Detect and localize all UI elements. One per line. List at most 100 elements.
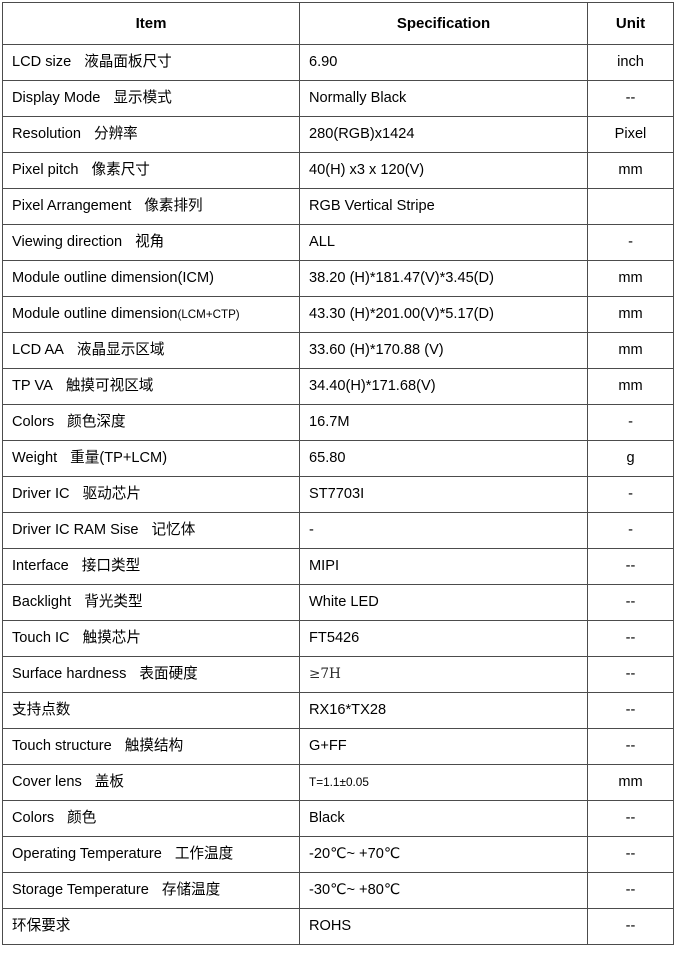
specification-value: 38.20 (H)*181.47(V)*3.45(D) bbox=[309, 270, 494, 287]
specification-value: ALL bbox=[309, 234, 335, 251]
cell-unit: -- bbox=[587, 692, 674, 729]
cell-specification: 43.30 (H)*201.00(V)*5.17(D) bbox=[299, 296, 588, 333]
item-label-cn: 液晶面板尺寸 bbox=[84, 54, 172, 71]
specification-value: 34.40(H)*171.68(V) bbox=[309, 378, 436, 395]
item-label-en: LCD size bbox=[12, 54, 72, 71]
item-label-cn: 支持点数 bbox=[12, 702, 71, 719]
specification-value: 6.90 bbox=[309, 54, 338, 71]
column-header-specification: Specification bbox=[299, 2, 588, 45]
item-label-cn: 盖板 bbox=[94, 774, 124, 791]
table-row: LCD size 液晶面板尺寸 6.90 inch bbox=[2, 44, 674, 81]
table-row: Colors 颜色 Black -- bbox=[2, 800, 674, 837]
cell-unit: -- bbox=[587, 836, 674, 873]
specification-value: G+FF bbox=[309, 738, 347, 755]
table-row: 支持点数 RX16*TX28 -- bbox=[2, 692, 674, 729]
specification-value: MIPI bbox=[309, 558, 339, 575]
cell-unit bbox=[587, 188, 674, 225]
item-label-en: Touch structure bbox=[12, 738, 112, 755]
item-label-cn: 颜色 bbox=[67, 810, 97, 827]
item-label-en: Viewing direction bbox=[12, 234, 123, 251]
table-row: Surface hardness 表面硬度 ≥7H -- bbox=[2, 656, 674, 693]
cell-unit: -- bbox=[587, 80, 674, 117]
cell-unit: -- bbox=[587, 872, 674, 909]
item-label-en: TP VA bbox=[12, 378, 53, 395]
item-label-en: Surface hardness bbox=[12, 666, 127, 683]
item-label-en: LCD AA bbox=[12, 342, 64, 359]
cell-unit: g bbox=[587, 440, 674, 477]
item-label-en: Backlight bbox=[12, 594, 72, 611]
specification-value: Black bbox=[309, 810, 345, 827]
specification-value: Normally Black bbox=[309, 90, 407, 107]
specification-value: T=1.1±0.05 bbox=[309, 775, 369, 790]
cell-item: 环保要求 bbox=[2, 908, 300, 945]
table-row: TP VA 触摸可视区域 34.40(H)*171.68(V) mm bbox=[2, 368, 674, 405]
cell-specification: 40(H) x3 x 120(V) bbox=[299, 152, 588, 189]
cell-unit: mm bbox=[587, 764, 674, 801]
cell-item: Driver IC RAM Sise 记忆体 bbox=[2, 512, 300, 549]
cell-item: Module outline dimension(ICM) bbox=[2, 260, 300, 297]
cell-unit: -- bbox=[587, 656, 674, 693]
table-row: Operating Temperature 工作温度 -20℃~ +70℃ -- bbox=[2, 836, 674, 873]
item-label-en: Pixel Arrangement bbox=[12, 198, 132, 215]
cell-unit: Pixel bbox=[587, 116, 674, 153]
table-row: Interface 接口类型 MIPI -- bbox=[2, 548, 674, 585]
specification-value: -20℃~ +70℃ bbox=[309, 846, 401, 863]
table-row: Driver IC 驱动芯片 ST7703I - bbox=[2, 476, 674, 513]
table-row: Storage Temperature 存储温度 -30℃~ +80℃ -- bbox=[2, 872, 674, 909]
item-label-cn: 液晶显示区域 bbox=[76, 342, 165, 359]
cell-item: Surface hardness 表面硬度 bbox=[2, 656, 300, 693]
cell-unit: -- bbox=[587, 620, 674, 657]
cell-unit: mm bbox=[587, 296, 674, 333]
item-label-en: Interface bbox=[12, 558, 69, 575]
specification-value: 65.80 bbox=[309, 450, 346, 467]
cell-specification: RGB Vertical Stripe bbox=[299, 188, 588, 225]
item-label-cn: 触摸结构 bbox=[124, 738, 184, 755]
table-row: Colors 颜色深度 16.7M - bbox=[2, 404, 674, 441]
cell-specification: ALL bbox=[299, 224, 588, 261]
specification-value: 43.30 (H)*201.00(V)*5.17(D) bbox=[309, 306, 494, 323]
item-label-en: Colors bbox=[12, 414, 55, 431]
cell-specification: RX16*TX28 bbox=[299, 692, 588, 729]
specification-table: Item Specification Unit LCD size 液晶面板尺寸 6.… bbox=[2, 2, 674, 945]
cell-item: LCD AA 液晶显示区域 bbox=[2, 332, 300, 369]
cell-specification: 16.7M bbox=[299, 404, 588, 441]
cell-specification: - bbox=[299, 512, 588, 549]
specification-value: 33.60 (H)*170.88 (V) bbox=[309, 342, 444, 359]
cell-unit: mm bbox=[587, 260, 674, 297]
specification-value: FT5426 bbox=[309, 630, 360, 647]
specification-value: 280(RGB)x1424 bbox=[309, 126, 415, 143]
cell-specification: -30℃~ +80℃ bbox=[299, 872, 588, 909]
column-header-item: Item bbox=[2, 2, 300, 45]
item-label-en: Display Mode bbox=[12, 90, 101, 107]
table-row: Resolution 分辨率 280(RGB)x1424 Pixel bbox=[2, 116, 674, 153]
table-row: Pixel Arrangement 像素排列 RGB Vertical Stripe bbox=[2, 188, 674, 225]
item-label-en: Driver IC RAM Sise bbox=[12, 522, 139, 539]
item-label-en: Touch IC bbox=[12, 630, 70, 647]
cell-specification: 34.40(H)*171.68(V) bbox=[299, 368, 588, 405]
item-label-en: Cover lens bbox=[12, 774, 82, 791]
item-label-cn: 触摸芯片 bbox=[82, 630, 141, 647]
cell-item: Module outline dimension(LCM+CTP) bbox=[2, 296, 300, 333]
specification-value: ROHS bbox=[309, 918, 352, 935]
item-label-cn: 表面硬度 bbox=[139, 666, 198, 683]
cell-item: Backlight 背光类型 bbox=[2, 584, 300, 621]
item-label-en: Weight bbox=[12, 450, 58, 467]
cell-unit: mm bbox=[587, 368, 674, 405]
cell-unit: -- bbox=[587, 728, 674, 765]
item-label-cn: 重量(TP+LCM) bbox=[70, 450, 168, 467]
table-row: Display Mode 显示模式 Normally Black -- bbox=[2, 80, 674, 117]
cell-unit: mm bbox=[587, 332, 674, 369]
specification-value: 16.7M bbox=[309, 414, 350, 431]
cell-specification: 6.90 bbox=[299, 44, 588, 81]
cell-specification: 33.60 (H)*170.88 (V) bbox=[299, 332, 588, 369]
specification-value: White LED bbox=[309, 594, 379, 611]
item-label-cn: 显示模式 bbox=[113, 90, 172, 107]
item-label-cn: 记忆体 bbox=[151, 522, 196, 539]
cell-unit: - bbox=[587, 476, 674, 513]
cell-item: Storage Temperature 存储温度 bbox=[2, 872, 300, 909]
table-row: Module outline dimension(LCM+CTP) 43.30 (… bbox=[2, 296, 674, 333]
item-label-cn: 触摸可视区域 bbox=[65, 378, 154, 395]
item-label-cn: 颜色深度 bbox=[67, 414, 126, 431]
table-row: Backlight 背光类型 White LED -- bbox=[2, 584, 674, 621]
table-row: Pixel pitch 像素尺寸 40(H) x3 x 120(V) mm bbox=[2, 152, 674, 189]
